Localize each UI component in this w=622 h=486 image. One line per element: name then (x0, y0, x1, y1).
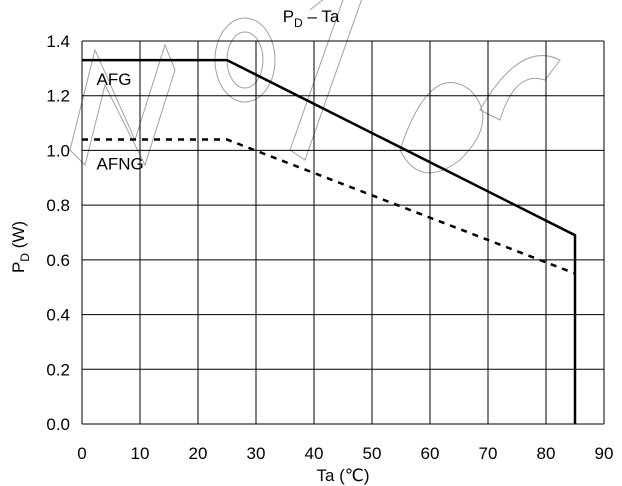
series-labels: AFG AFNG (97, 70, 144, 174)
x-tick-label: 40 (305, 444, 324, 463)
x-tick-label: 80 (537, 444, 556, 463)
x-tick-label: 10 (131, 444, 150, 463)
x-tick-labels: 0 10 20 30 40 50 60 70 80 90 (77, 444, 613, 463)
x-tick-label: 50 (363, 444, 382, 463)
x-tick-label: 20 (189, 444, 208, 463)
series-line-afng (82, 140, 575, 274)
x-tick-label: 60 (421, 444, 440, 463)
x-tick-label: 70 (479, 444, 498, 463)
x-tick-label: 30 (247, 444, 266, 463)
y-tick-label: 1.0 (46, 141, 70, 160)
x-axis-label: Ta (℃) (316, 466, 369, 485)
y-tick-label: 0.4 (46, 306, 70, 325)
y-tick-label: 0.8 (46, 196, 70, 215)
y-axis-label: PD (W) (9, 221, 32, 273)
y-tick-label: 0.2 (46, 360, 70, 379)
y-tick-label: 0.6 (46, 251, 70, 270)
grid (82, 41, 604, 424)
y-tick-label: 1.2 (46, 87, 70, 106)
y-tick-labels: 0.0 0.2 0.4 0.6 0.8 1.0 1.2 1.4 (46, 32, 70, 434)
series-label-afg: AFG (97, 70, 132, 89)
x-tick-label: 0 (77, 444, 86, 463)
series-label-afng: AFNG (97, 155, 144, 174)
y-tick-label: 0.0 (46, 415, 70, 434)
y-tick-label: 1.4 (46, 32, 70, 51)
chart-title: PD – Ta (283, 7, 340, 30)
x-tick-label: 90 (595, 444, 614, 463)
